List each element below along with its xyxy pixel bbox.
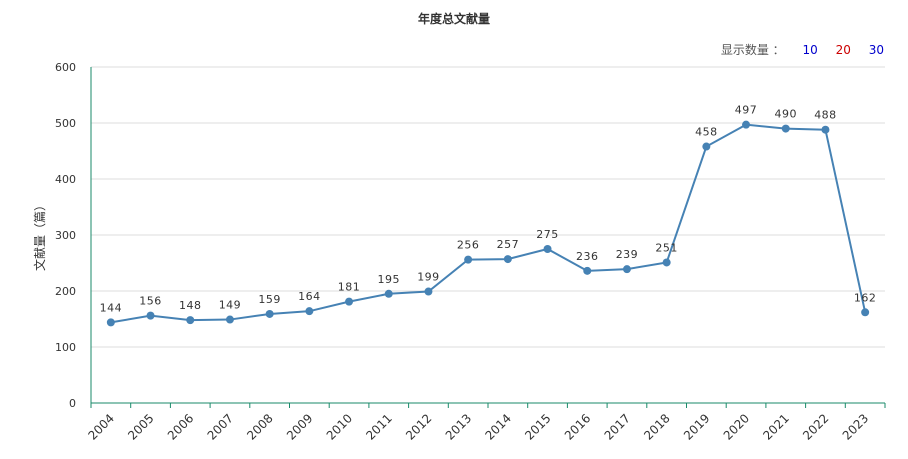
x-tick-label: 2019 — [681, 411, 712, 442]
x-tick-label: 2012 — [403, 411, 434, 442]
data-point[interactable] — [543, 245, 552, 253]
data-point[interactable] — [424, 287, 433, 296]
y-tick-label: 400 — [55, 173, 76, 186]
display-count-option-20[interactable]: 20 — [835, 43, 851, 57]
data-label: 149 — [219, 299, 242, 312]
data-label: 458 — [695, 126, 718, 139]
x-tick-label: 2021 — [760, 411, 791, 442]
y-tick-label: 600 — [55, 61, 76, 74]
x-tick-label: 2009 — [284, 411, 315, 442]
data-label: 164 — [298, 290, 321, 303]
data-label: 181 — [338, 281, 361, 294]
x-tick-label: 2022 — [800, 411, 831, 442]
data-point[interactable] — [781, 124, 790, 133]
x-tick-label: 2017 — [602, 411, 633, 442]
data-point[interactable] — [622, 265, 631, 274]
data-label: 490 — [775, 108, 798, 121]
x-tick-label: 2013 — [443, 411, 474, 442]
x-tick-label: 2011 — [363, 411, 394, 442]
data-point[interactable] — [742, 120, 751, 129]
y-tick-label: 100 — [55, 341, 76, 354]
x-tick-labels: 2004 2005 2006 2007 2008 2009 2010 2011 2012 2013… — [85, 411, 871, 442]
data-label: 144 — [100, 301, 123, 314]
display-count-selector: 显示数量 ： 10 20 30 — [721, 41, 884, 58]
data-point[interactable] — [702, 142, 711, 151]
data-points — [106, 120, 870, 327]
data-label: 156 — [139, 295, 162, 308]
data-labels: 144 156 148 149 159 164 181 195 199 256 257 275 236 2… — [100, 104, 877, 315]
data-label: 256 — [457, 239, 480, 252]
x-tick-label: 2023 — [840, 411, 871, 442]
data-label: 257 — [497, 238, 520, 251]
display-count-option-10[interactable]: 10 — [802, 43, 818, 57]
y-tick-labels: 0 100 200 300 400 500 600 — [55, 61, 76, 410]
display-count-option-30[interactable]: 30 — [868, 43, 884, 57]
display-count-label: 显示数量 ： — [720, 43, 785, 57]
data-point[interactable] — [583, 266, 592, 275]
data-point[interactable] — [821, 125, 830, 134]
data-point[interactable] — [265, 309, 274, 318]
data-point[interactable] — [464, 255, 473, 264]
y-tick-label: 0 — [69, 397, 76, 410]
data-label: 162 — [854, 291, 877, 304]
gridlines — [91, 66, 885, 348]
data-point[interactable] — [345, 297, 354, 306]
data-label: 148 — [179, 299, 202, 312]
data-label: 275 — [536, 228, 559, 241]
data-point[interactable] — [861, 308, 870, 317]
chart-title: 年度总文献量 — [417, 12, 490, 26]
data-label: 239 — [616, 248, 639, 261]
data-label: 497 — [735, 104, 758, 117]
data-point[interactable] — [305, 307, 314, 316]
data-label: 488 — [814, 109, 837, 122]
data-point[interactable] — [503, 255, 512, 264]
series-line — [110, 123, 867, 324]
x-tick-label: 2015 — [522, 411, 553, 442]
y-tick-label: 500 — [55, 117, 76, 130]
data-point[interactable] — [146, 311, 155, 320]
y-tick-label: 200 — [55, 285, 76, 298]
x-tick-label: 2016 — [562, 411, 593, 442]
x-tick-label: 2010 — [324, 411, 355, 442]
data-label: 199 — [417, 271, 440, 284]
x-tick-label: 2008 — [244, 411, 275, 442]
x-tick-label: 2018 — [641, 411, 672, 442]
data-label: 159 — [258, 293, 281, 306]
data-label: 251 — [655, 241, 678, 254]
x-tick-label: 2020 — [721, 411, 752, 442]
data-point[interactable] — [186, 316, 195, 325]
data-label: 236 — [576, 250, 599, 263]
x-tick-label: 2005 — [125, 411, 156, 442]
data-point[interactable] — [662, 258, 671, 267]
x-tick-label: 2006 — [165, 411, 196, 442]
x-tick-label: 2004 — [85, 411, 116, 442]
data-point[interactable] — [225, 315, 234, 324]
y-axis-label: 文献量（篇） — [32, 199, 47, 271]
x-tick-label: 2014 — [482, 411, 513, 442]
data-point[interactable] — [384, 289, 393, 298]
data-label: 195 — [378, 273, 401, 286]
data-point[interactable] — [106, 318, 115, 327]
y-tick-label: 300 — [55, 229, 76, 242]
x-tick-label: 2007 — [205, 411, 236, 442]
series-polyline — [110, 123, 867, 324]
axes — [90, 67, 886, 408]
